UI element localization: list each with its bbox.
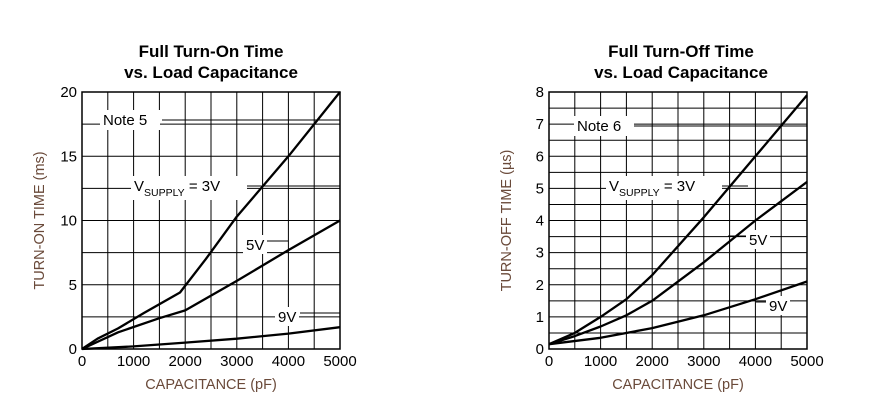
y-tick-label: 20 (60, 84, 77, 101)
note-background (574, 116, 634, 136)
vsupply-label: VSUPPLY = 3V (134, 178, 220, 199)
vsupply-background (131, 176, 247, 200)
plot-frame (548, 91, 808, 350)
series-line-9V (548, 280, 808, 346)
x-tick-label: 4000 (739, 353, 772, 370)
series-label-5V: 5V (246, 237, 264, 254)
x-tick-label: 0 (545, 353, 553, 370)
x-tick-label: 3000 (220, 353, 253, 370)
x-tick-label: 5000 (323, 353, 356, 370)
y-tick-label: 1 (536, 309, 544, 326)
series-line-3V (548, 94, 808, 346)
label-background (746, 230, 770, 249)
x-tick-label: 3000 (687, 353, 720, 370)
label-background (766, 296, 790, 315)
x-tick-label: 1000 (584, 353, 617, 370)
chart-1: Note 5 VSUPPLY = 3V 5V 9V 0 1000 2000 3000 4000 5… (32, 42, 357, 393)
y-tick-label: 3 (536, 245, 544, 262)
vsupply-background (606, 176, 722, 200)
grid-lines (81, 91, 341, 350)
y-tick-label: 6 (536, 148, 544, 165)
series-line-5V (81, 219, 341, 351)
y-tick-label: 7 (536, 116, 544, 133)
y-tick-label: 15 (60, 148, 77, 165)
chart-title-line1: Full Turn-On Time (139, 42, 284, 61)
series-line-9V (81, 326, 341, 351)
vsupply-label: VSUPPLY = 3V (609, 178, 695, 199)
plot-frame (81, 91, 341, 350)
note-background (100, 110, 160, 130)
y-tick-label: 10 (60, 213, 77, 230)
x-tick-label: 0 (78, 353, 86, 370)
x-tick-label: 5000 (790, 353, 823, 370)
x-tick-label: 2000 (636, 353, 669, 370)
note-label: Note 6 (577, 118, 621, 135)
x-tick-label: 2000 (169, 353, 202, 370)
y-tick-label: 5 (536, 180, 544, 197)
chart-title-line2: vs. Load Capacitance (124, 63, 298, 82)
series-label-9V: 9V (769, 298, 787, 315)
y-tick-label: 4 (536, 213, 544, 230)
y-tick-label: 0 (536, 341, 544, 358)
y-tick-label: 8 (536, 84, 544, 101)
x-axis-label: CAPACITANCE (pF) (145, 377, 277, 393)
series-line-5V (548, 180, 808, 346)
y-axis-label: TURN-OFF TIME (µs) (499, 150, 515, 292)
series-line-3V (81, 91, 341, 350)
y-tick-label: 0 (69, 341, 77, 358)
chart-2: Note 6 VSUPPLY = 3V 5V 9V 0 1000 2000 3000 4000 5… (499, 42, 824, 393)
y-tick-label: 2 (536, 277, 544, 294)
x-tick-label: 1000 (117, 353, 150, 370)
x-axis-label: CAPACITANCE (pF) (612, 377, 744, 393)
x-tick-label: 4000 (272, 353, 305, 370)
chart-title-line2: vs. Load Capacitance (594, 63, 768, 82)
series-label-9V: 9V (278, 309, 296, 326)
y-axis-label: TURN-ON TIME (ms) (32, 151, 48, 289)
chart-title-line1: Full Turn-Off Time (608, 42, 754, 61)
y-tick-label: 5 (69, 277, 77, 294)
label-background (275, 307, 299, 326)
label-background (243, 235, 267, 254)
series-label-5V: 5V (749, 232, 767, 249)
note-label: Note 5 (103, 112, 147, 129)
